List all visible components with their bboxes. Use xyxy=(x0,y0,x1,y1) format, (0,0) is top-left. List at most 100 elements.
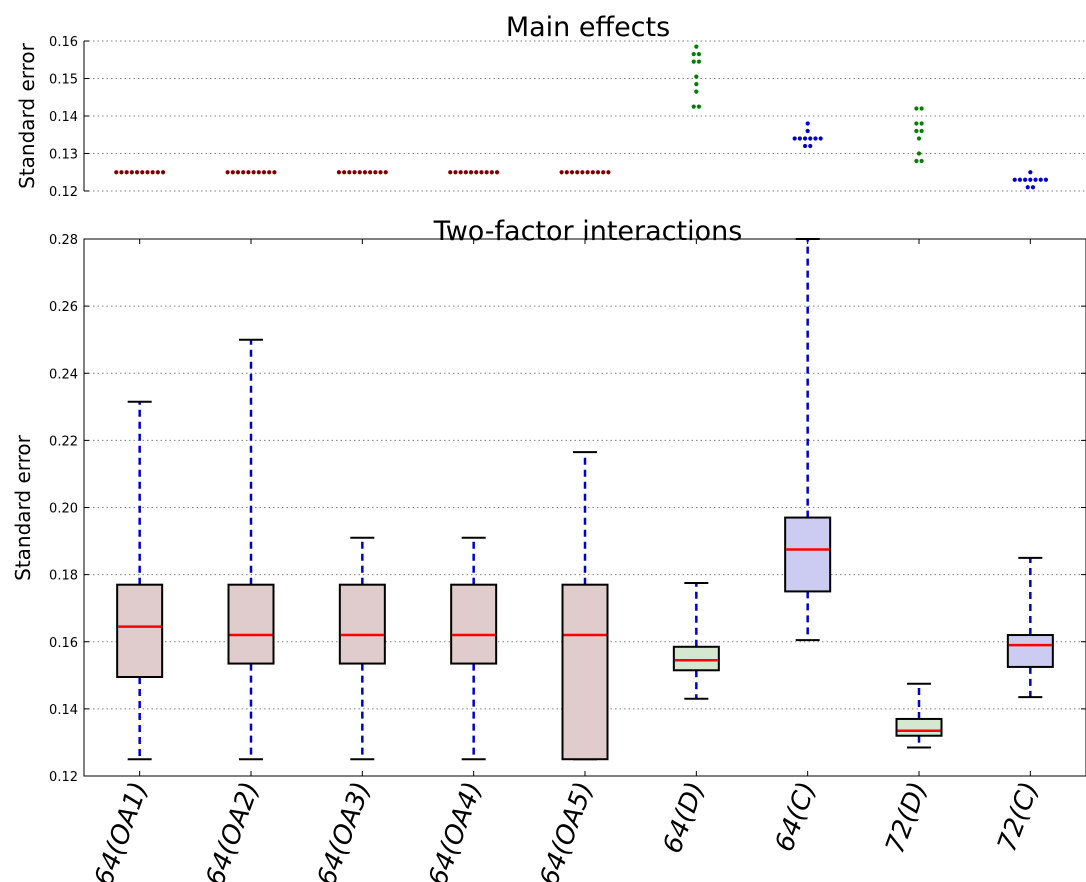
main-effect-point xyxy=(1025,185,1030,190)
main-effect-point xyxy=(914,121,919,126)
main-effect-point xyxy=(1028,177,1033,182)
main-effect-point xyxy=(585,170,590,175)
top-gridlines xyxy=(84,40,1086,192)
x-tick-label: 64(C) xyxy=(770,778,823,855)
main-effect-point xyxy=(134,170,140,175)
main-effect-point xyxy=(150,170,155,175)
main-effect-point xyxy=(919,128,924,134)
iqr-box xyxy=(672,645,720,672)
main-effect-point xyxy=(267,170,272,175)
iqr-box xyxy=(450,583,498,665)
main-effect-point xyxy=(919,106,924,111)
iqr-box xyxy=(895,717,943,737)
main-effect-point xyxy=(256,170,261,175)
top-y-tick-label: 0.13 xyxy=(49,148,78,163)
main-effect-point xyxy=(805,128,810,134)
main-effect-point xyxy=(261,170,267,175)
main-effect-point xyxy=(336,170,342,175)
main-effect-point xyxy=(813,136,818,141)
main-effect-point xyxy=(916,136,922,141)
iqr-box xyxy=(784,516,832,593)
main-effects-points xyxy=(114,44,1049,190)
main-effect-point xyxy=(468,170,474,175)
main-effect-point xyxy=(230,170,235,175)
main-effect-point xyxy=(696,59,702,64)
top-y-tick-label: 0.12 xyxy=(49,185,78,200)
main-effect-point xyxy=(919,121,924,126)
main-effect-point xyxy=(453,170,458,175)
bottom-y-tick-label: 0.16 xyxy=(49,636,78,651)
x-tick-label: 64(D) xyxy=(658,778,711,857)
top-y-ticks: 0.12 0.13 0.14 0.15 0.16 xyxy=(49,35,89,200)
iqr-box xyxy=(116,583,164,678)
main-effect-point xyxy=(808,136,813,141)
boxplot-64(OA2) xyxy=(227,338,275,761)
boxplot-64(OA5) xyxy=(561,451,609,761)
x-tick-label: 64(OA3) xyxy=(312,778,377,882)
main-effect-point xyxy=(797,136,802,141)
main-effect-point xyxy=(914,128,919,134)
main-effect-point xyxy=(914,158,919,164)
x-tick-label: 64(OA5) xyxy=(534,778,599,882)
bottom-y-tick-label: 0.20 xyxy=(49,502,78,517)
bottom-y-tick-label: 0.24 xyxy=(49,367,78,382)
boxplot-64(OA3) xyxy=(338,536,386,761)
main-effect-point xyxy=(448,170,453,175)
main-effect-point xyxy=(235,170,241,175)
bottom-y-axis-label: Standard error xyxy=(11,434,35,581)
main-effect-point xyxy=(241,170,246,175)
main-effect-point xyxy=(606,170,611,175)
iqr-box xyxy=(338,583,386,665)
main-effect-point xyxy=(357,170,362,175)
main-effect-point xyxy=(792,136,797,141)
main-effect-point xyxy=(489,170,494,175)
main-effect-point xyxy=(569,170,575,175)
main-effect-point xyxy=(160,170,166,175)
main-effect-point xyxy=(601,170,606,175)
main-effect-point xyxy=(914,106,919,111)
main-effect-point xyxy=(368,170,373,175)
main-effect-point xyxy=(474,170,479,175)
main-effect-point xyxy=(383,170,388,175)
main-effect-point xyxy=(342,170,347,175)
main-effect-point xyxy=(119,170,124,175)
main-effect-point xyxy=(1033,177,1038,182)
main-effect-point xyxy=(479,170,484,175)
main-effect-point xyxy=(694,74,699,79)
x-tick-label: 72(C) xyxy=(992,778,1045,855)
iqr-box xyxy=(227,583,275,665)
main-effect-point xyxy=(696,104,702,109)
boxplot-64(OA4) xyxy=(450,536,498,761)
main-effect-point xyxy=(1023,177,1028,182)
main-effect-point xyxy=(1030,185,1036,190)
main-effect-point xyxy=(463,170,468,175)
bottom-y-tick-label: 0.28 xyxy=(49,233,78,248)
bottom-y-tick-label: 0.18 xyxy=(49,569,78,584)
boxplot-72(C) xyxy=(1006,556,1054,699)
main-effect-point xyxy=(458,170,463,175)
main-effect-point xyxy=(580,170,585,175)
iqr-box xyxy=(1006,634,1054,668)
main-effect-point xyxy=(694,82,699,87)
main-effect-point xyxy=(691,59,696,64)
main-effect-point xyxy=(691,52,696,57)
main-effect-point xyxy=(919,158,924,164)
main-effect-point xyxy=(373,170,378,175)
main-effect-point xyxy=(347,170,352,175)
bottom-x-ticks: 64(OA1) 64(OA2) 64(OA3) 64(OA4) 64(OA5) 64(D)… xyxy=(89,239,1045,882)
main-effect-point xyxy=(484,170,489,175)
main-effect-point xyxy=(494,170,500,175)
bottom-y-tick-label: 0.12 xyxy=(49,770,78,785)
main-effect-point xyxy=(251,170,256,175)
main-effect-point xyxy=(1038,177,1043,182)
main-effect-point xyxy=(694,44,699,49)
main-effect-point xyxy=(559,170,564,175)
bottom-y-tick-label: 0.14 xyxy=(49,703,78,718)
main-effect-point xyxy=(225,170,230,175)
main-effect-point xyxy=(155,170,160,175)
iqr-box xyxy=(561,583,609,761)
main-effect-point xyxy=(595,170,601,175)
x-tick-label: 64(OA1) xyxy=(89,778,154,882)
main-effects-title: Main effects xyxy=(506,12,670,43)
